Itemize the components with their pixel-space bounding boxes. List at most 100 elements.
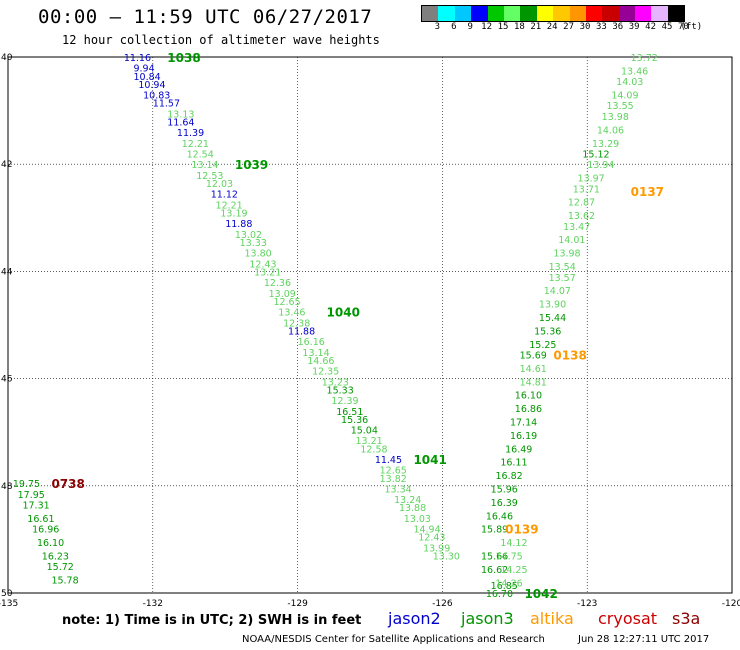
colorbar-swatch <box>503 6 521 21</box>
wave-height-value: 13.03 <box>404 514 431 525</box>
wave-height-value: 13.57 <box>549 273 576 284</box>
colorbar-swatch <box>487 6 504 21</box>
wave-height-value: 16.10 <box>515 391 542 402</box>
wave-height-value: 17.95 <box>18 490 45 501</box>
wave-height-value: 15.33 <box>327 385 354 396</box>
wave-height-value: 10.94 <box>138 80 165 91</box>
wave-height-value: 12.35 <box>312 367 339 378</box>
pass-time-label: 1042 <box>524 587 557 601</box>
map-frame <box>7 56 733 594</box>
wave-height-value: 16.39 <box>491 498 518 509</box>
wave-height-value: 12.39 <box>331 396 358 407</box>
wave-height-value: 16.82 <box>495 471 522 482</box>
wave-height-value: 16.51 <box>336 407 363 418</box>
wave-height-value: 11.88 <box>225 219 252 230</box>
colorbar-label: 70 <box>677 22 689 32</box>
wave-height-value: 16.62 <box>481 565 508 576</box>
lon-label: -120 <box>722 599 740 609</box>
wave-height-value: 15.12 <box>582 149 609 160</box>
wave-height-value: 13.14 <box>302 348 329 359</box>
footer-note: note: 1) Time is in UTC; 2) SWH is in fe… <box>62 613 362 628</box>
wave-height-value: 14.09 <box>611 91 638 102</box>
colorbar-label: (ft) <box>680 22 703 32</box>
wave-height-value: 14.61 <box>520 364 547 375</box>
lat-label: 46 <box>1 375 13 385</box>
wave-height-value: 13.82 <box>380 474 407 485</box>
pass-time-label: 1040 <box>327 306 360 320</box>
wave-height-value: 15.36 <box>341 415 368 426</box>
wave-height-value: 11.16 <box>124 53 151 64</box>
lat-label: 42 <box>1 160 12 170</box>
wave-height-value: 14.01 <box>558 235 585 246</box>
wave-height-value: 12.38 <box>283 318 310 329</box>
colorbar-label: 36 <box>612 22 624 32</box>
colorbar-swatch <box>635 6 652 21</box>
pass-time-label: 1038 <box>167 51 200 65</box>
wave-height-value: 15.78 <box>51 576 78 587</box>
wave-height-value: 16.19 <box>510 431 537 442</box>
wave-height-points: 11.169.9410.8410.9410.8311.5713.1311.641… <box>13 51 664 601</box>
lon-label: -123 <box>577 599 597 609</box>
wave-height-value: 14.66 <box>307 356 334 367</box>
legend-jason3: jason3 <box>461 609 514 628</box>
wave-height-value: 16.23 <box>42 551 69 562</box>
wave-height-value: 13.72 <box>631 53 658 64</box>
colorbar-label: 33 <box>595 22 607 32</box>
wave-height-value: 13.23 <box>322 377 349 388</box>
wave-height-value: 14.81 <box>520 377 547 388</box>
wave-height-value: 12.03 <box>206 179 233 190</box>
colorbar-label: 12 <box>481 22 493 32</box>
wave-height-value: 13.98 <box>602 112 629 123</box>
wave-height-value: 16.49 <box>505 444 532 455</box>
wave-height-value: 16.10 <box>37 538 64 549</box>
wave-height-value: 16.70 <box>486 589 513 600</box>
colorbar-labels: 3 6 9 12 15 18 21 24 27 30 33 36 39 42 45 70 (ft) <box>421 22 740 34</box>
pass-time-label: 0139 <box>505 523 538 537</box>
wave-height-value: 17.31 <box>22 501 49 512</box>
colorbar-label: 24 <box>546 22 558 32</box>
wave-height-value: 12.87 <box>568 198 595 209</box>
wave-height-value: 14.06 <box>597 125 624 136</box>
legend-s3a: s3a <box>672 609 701 628</box>
colorbar-label: 9 <box>467 22 473 32</box>
wave-height-value: 13.94 <box>587 160 614 171</box>
legend-altika: altika <box>530 609 574 628</box>
wave-height-value: 16.16 <box>298 337 325 348</box>
wave-height-value: 12.54 <box>187 149 214 160</box>
credit-line: NOAA/NESDIS Center for Satellite Applica… <box>242 634 545 645</box>
wave-height-value: 15.66 <box>481 551 508 562</box>
wave-height-value: 12.65 <box>273 297 300 308</box>
wave-height-value: 12.58 <box>360 444 387 455</box>
wave-height-value: 13.46 <box>278 308 305 319</box>
wave-height-value: 12.65 <box>380 466 407 477</box>
wave-height-value: 16.46 <box>486 511 513 522</box>
wave-height-value: 12.43 <box>418 533 445 544</box>
pass-time-label: 0138 <box>553 348 586 362</box>
colorbar-label: 3 <box>434 22 441 32</box>
wave-height-value: 12.53 <box>196 171 223 182</box>
wave-height-value: 16.96 <box>32 525 59 536</box>
colorbar-swatch <box>520 6 537 21</box>
lat-label: 48 <box>1 482 13 492</box>
legend-jason2: jason2 <box>388 609 441 628</box>
wave-height-value: 13.29 <box>592 139 619 150</box>
wave-height-value: 13.71 <box>573 184 600 195</box>
wave-height-value: 12.21 <box>182 139 209 150</box>
colorbar-swatch <box>471 6 488 21</box>
lat-label: 40 <box>1 53 13 63</box>
colorbar-swatch <box>585 6 603 21</box>
map-grid: 40 42 44 46 48 50-135 -132 -129 -126 -123 -120 <box>0 53 740 609</box>
wave-height-value: 13.30 <box>433 551 460 562</box>
colorbar-swatch <box>454 6 472 21</box>
wave-height-value: 13.46 <box>621 66 648 77</box>
lon-label: -132 <box>143 599 163 609</box>
wave-height-value: 13.99 <box>423 543 450 554</box>
wave-height-value: 10.84 <box>133 72 160 83</box>
colorbar-label: 15 <box>497 22 509 32</box>
wave-height-value: 15.72 <box>47 562 74 573</box>
wave-height-value: 13.19 <box>220 208 247 219</box>
colorbar-swatch <box>438 6 455 21</box>
colorbar-swatch <box>651 6 668 21</box>
wave-height-value: 11.39 <box>177 128 204 139</box>
wave-height-value: 15.25 <box>529 340 556 351</box>
